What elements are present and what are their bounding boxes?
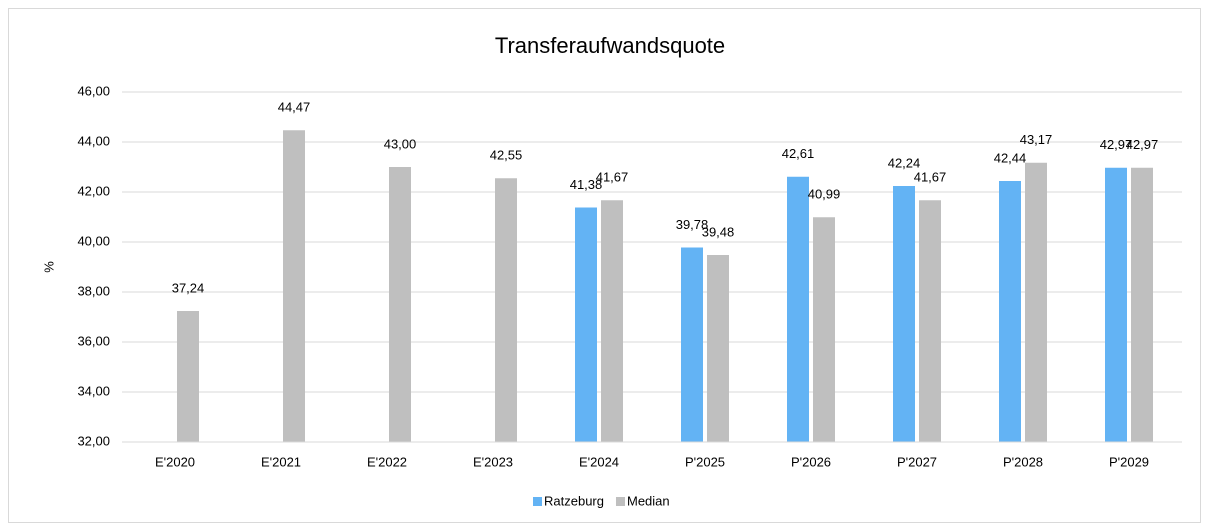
x-tick-label: P'2028 [1003,454,1043,469]
bar [1025,162,1047,442]
chart-title: Transferaufwandsquote [495,33,725,58]
data-label: 39,78 [676,217,709,232]
data-label: 40,99 [808,187,841,202]
data-label: 42,24 [888,155,921,170]
x-tick-label: P'2026 [791,454,831,469]
data-label: 41,38 [570,177,603,192]
data-label: 44,47 [278,100,311,115]
y-axis-label: % [41,261,56,273]
data-label: 43,00 [384,136,417,151]
data-label: 42,61 [782,146,815,161]
x-tick-label: E'2023 [473,454,513,469]
data-label: 41,67 [596,170,629,185]
data-label: 42,55 [490,148,523,163]
legend-swatch [615,497,625,506]
data-label: 42,97 [1100,137,1133,152]
y-tick-label: 32,00 [77,433,110,448]
bar [495,178,517,442]
data-label: 37,24 [172,280,205,295]
bar [1131,167,1153,442]
data-label: 39,48 [702,224,735,239]
x-tick-label: E'2022 [367,454,407,469]
bar [813,217,835,442]
data-label: 41,67 [914,170,947,185]
bar [601,200,623,442]
x-tick-label: P'2029 [1109,454,1149,469]
y-tick-label: 40,00 [77,233,110,248]
x-tick-label: P'2027 [897,454,937,469]
y-tick-label: 34,00 [77,383,110,398]
bar [787,176,809,442]
y-tick-label: 36,00 [77,333,110,348]
bar [707,255,729,442]
bar [283,130,305,442]
bar [893,186,915,442]
legend-label: Ratzeburg [544,493,604,508]
y-tick-label: 42,00 [77,183,110,198]
y-tick-label: 44,00 [77,133,110,148]
x-tick-label: E'2021 [261,454,301,469]
legend-swatch [533,497,542,506]
bar [1105,167,1127,442]
bar [575,207,597,442]
y-tick-label: 38,00 [77,283,110,298]
bar [177,311,199,442]
data-label: 42,44 [994,150,1027,165]
data-label: 42,97 [1126,137,1159,152]
x-tick-label: E'2024 [579,454,619,469]
y-tick-label: 46,00 [77,83,110,98]
legend-label: Median [627,493,670,508]
x-tick-label: P'2025 [685,454,725,469]
bar [389,167,411,442]
bar [999,181,1021,442]
bar [681,247,703,442]
bar [919,200,941,442]
data-label: 43,17 [1020,132,1053,147]
x-tick-label: E'2020 [155,454,195,469]
